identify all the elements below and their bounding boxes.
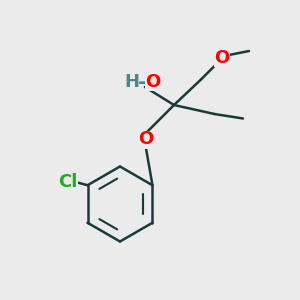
Text: Cl: Cl xyxy=(58,173,78,191)
Text: -: - xyxy=(138,73,147,92)
Text: H: H xyxy=(124,73,140,91)
Text: O: O xyxy=(146,73,160,91)
Text: O: O xyxy=(138,130,153,148)
Text: O: O xyxy=(214,50,230,68)
